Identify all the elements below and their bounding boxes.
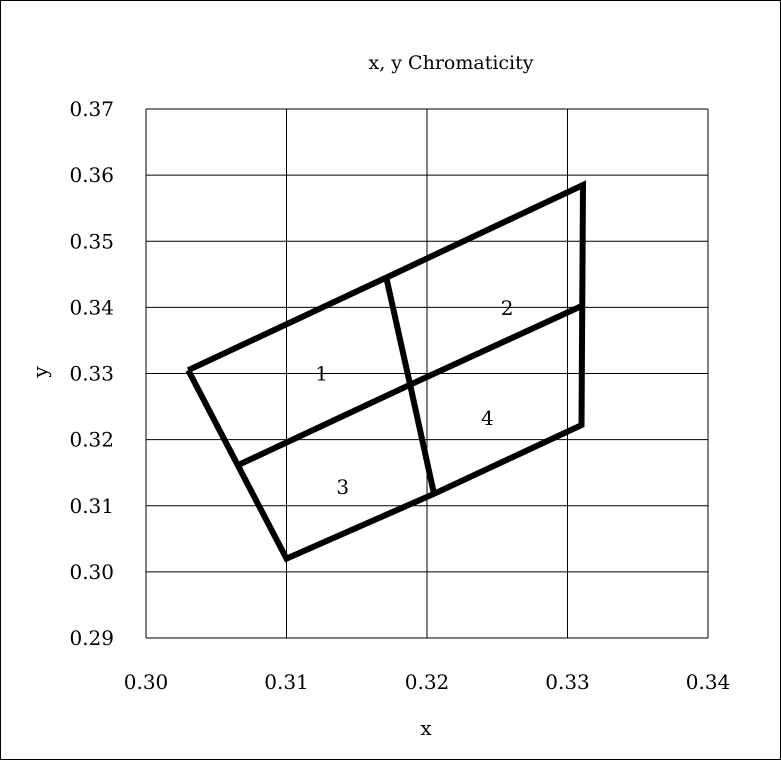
grid-layer — [145, 108, 709, 639]
y-tick-label: 0.35 — [69, 229, 114, 253]
y-axis-label: y — [28, 366, 52, 379]
region-label-3: 3 — [336, 475, 349, 499]
y-tick-label: 0.29 — [69, 626, 114, 650]
y-tick-label: 0.32 — [69, 428, 114, 452]
series-line-3 — [383, 276, 437, 495]
region-label-1: 1 — [315, 362, 328, 386]
x-axis-label: x — [420, 716, 432, 740]
x-tick-label: 0.30 — [124, 670, 169, 694]
region-label-4: 4 — [481, 406, 494, 430]
y-tick-label: 0.36 — [69, 163, 114, 187]
series-layer — [185, 180, 587, 563]
x-tick-label: 0.34 — [686, 670, 731, 694]
tick-layer: 0.30 0.31 0.32 0.33 0.34 0.29 0.30 0.31 0.32 0.33… — [69, 97, 730, 694]
chart-title: x, y Chromaticity — [368, 52, 533, 74]
y-tick-label: 0.37 — [69, 97, 114, 121]
y-tick-label: 0.30 — [69, 560, 114, 584]
y-tick-label: 0.31 — [69, 494, 114, 518]
y-tick-label: 0.34 — [69, 295, 114, 319]
region-label-2: 2 — [501, 296, 514, 320]
y-tick-label: 0.33 — [69, 362, 114, 386]
x-tick-label: 0.31 — [264, 670, 309, 694]
x-tick-label: 0.32 — [405, 670, 450, 694]
x-tick-label: 0.33 — [545, 670, 590, 694]
annotation-layer: 1 2 3 4 — [315, 296, 513, 499]
